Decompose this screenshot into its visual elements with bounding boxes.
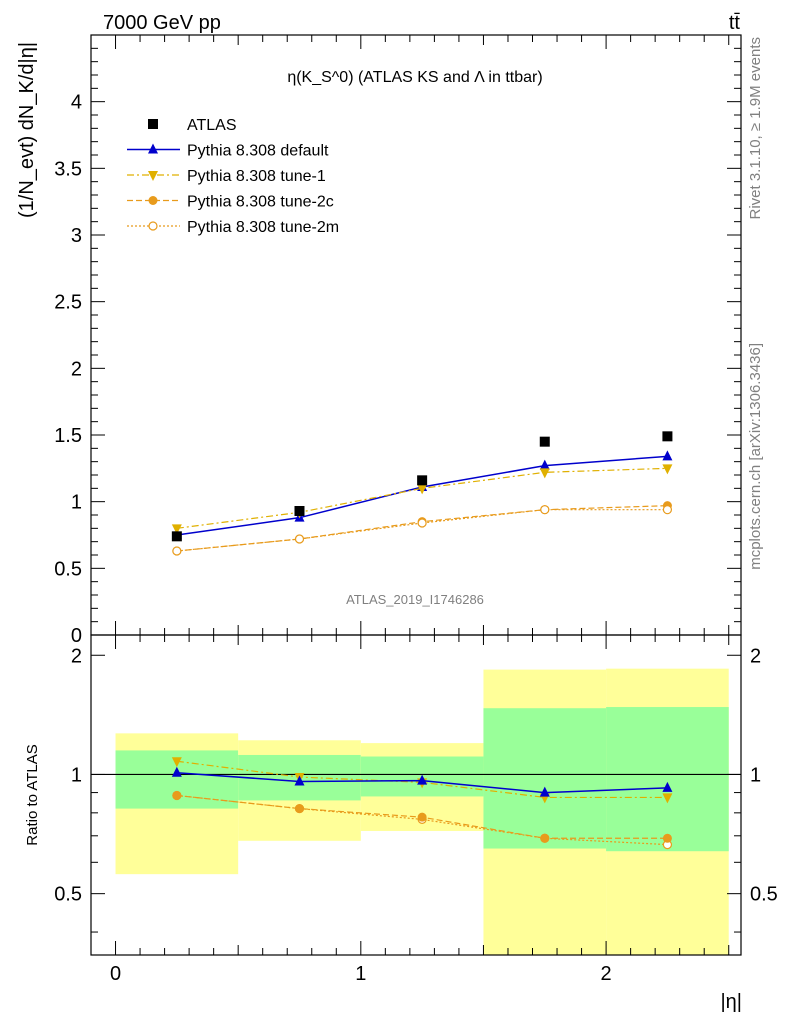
data-point-pythia-8-308-tune-2m	[540, 505, 550, 515]
ratio-point-pythia-8-308-tune-2c	[294, 804, 304, 814]
y-tick-label: 1.5	[54, 425, 82, 447]
rivet-label: Rivet 3.1.10, ≥ 1.9M events	[747, 37, 764, 220]
data-point-pythia-8-308-default	[539, 459, 550, 470]
data-point-pythia-8-308-tune-2m	[417, 518, 427, 528]
data-point-pythia-8-308-tune-2m	[662, 505, 673, 515]
ratio-point-pythia-8-308-tune-1	[171, 757, 182, 768]
data-point-pythia-8-308-tune-1	[417, 484, 428, 495]
main-plot-title: η(K_S^0) (ATLAS KS and Λ in ttbar)	[287, 69, 542, 86]
data-point-atlas	[171, 531, 182, 542]
legend-label-pythia-8-308-tune-2m: Pythia 8.308 tune-2m	[187, 219, 339, 236]
y-tick-label: 3.5	[54, 158, 82, 180]
ratio-point-pythia-8-308-default	[539, 786, 550, 797]
data-point-atlas	[417, 475, 428, 486]
legend: ATLAS Pythia 8.308 default Pythia 8.308 tu…	[127, 117, 339, 236]
ratio-y-tick-label-right: 1	[750, 764, 761, 786]
uncertainty-band-inner	[606, 707, 729, 852]
ratio-point-pythia-8-308-tune-2c	[417, 812, 427, 822]
analysis-watermark: ATLAS_2019_I1746286	[346, 592, 484, 607]
ratio-point-pythia-8-308-tune-1	[662, 793, 673, 804]
data-point-pythia-8-308-tune-2m	[172, 546, 182, 556]
main-plot-panel: 0 0.5 1 1.5 2 2.5 3 3.5 4 η(K_S^0) (ATLAS KS and…	[16, 34, 742, 647]
y-tick-label: 1	[71, 492, 82, 514]
ratio-y-tick-label: 2	[71, 645, 82, 667]
ratio-y-tick-label: 1	[71, 764, 82, 786]
y-tick-label: 0	[71, 625, 82, 647]
main-plot-ylabel: (1/N_evt) dN_K/d|η|	[16, 42, 38, 218]
ratio-point-pythia-8-308-default	[662, 781, 673, 792]
ratio-plot-ylabel: Ratio to ATLAS	[24, 744, 41, 845]
legend-label-pythia-8-308-tune-1: Pythia 8.308 tune-1	[187, 168, 326, 185]
ratio-y-tick-label-right: 2	[750, 645, 761, 667]
legend-label-pythia-8-308-default: Pythia 8.308 default	[187, 143, 329, 160]
y-tick-label: 0.5	[54, 558, 82, 580]
legend-marker-pythia-8-308-tune-2c	[148, 196, 158, 205]
data-point-pythia-8-308-default	[662, 450, 673, 461]
data-point-pythia-8-308-tune-2m	[294, 534, 305, 544]
ratio-point-pythia-8-308-default	[417, 774, 428, 785]
data-point-atlas	[294, 506, 305, 516]
data-point-pythia-8-308-tune-1	[171, 524, 182, 535]
legend-label-pythia-8-308-tune-2c: Pythia 8.308 tune-2c	[187, 194, 334, 211]
legend-marker-pythia-8-308-default	[148, 143, 158, 154]
ratio-plot-panel: 0.5 0.5 1 1 2 2 0 1 2 Ratio to ATLAS |η|	[24, 634, 778, 1013]
ratio-plot-frame	[90, 634, 742, 956]
ratio-point-pythia-8-308-default	[294, 775, 305, 786]
legend-marker-atlas	[148, 119, 158, 129]
mcplots-label: mcplots.cern.ch [arXiv:1306.3436]	[747, 343, 764, 570]
x-tick-label: 1	[355, 963, 366, 985]
x-tick-label: 0	[110, 963, 121, 985]
data-point-atlas	[662, 431, 673, 442]
x-tick-label: 2	[601, 963, 612, 985]
legend-label-atlas: ATLAS	[187, 117, 237, 134]
ratio-point-pythia-8-308-tune-2c	[172, 790, 182, 800]
ratio-point-pythia-8-308-tune-2c	[662, 833, 672, 843]
ratio-y-tick-label: 0.5	[54, 884, 82, 906]
legend-marker-pythia-8-308-tune-2m	[148, 221, 158, 231]
ratio-point-pythia-8-308-default	[171, 766, 182, 777]
y-tick-label: 2.5	[54, 292, 82, 314]
data-point-pythia-8-308-tune-1	[662, 464, 673, 475]
data-point-atlas	[539, 436, 550, 447]
process-label: tt̄	[729, 12, 741, 34]
x-axis-label: |η|	[720, 991, 742, 1013]
energy-label: 7000 GeV pp	[103, 12, 221, 34]
y-tick-label: 3	[71, 225, 82, 247]
series-line-pythia-8-308-tune-2m	[176, 509, 668, 552]
ratio-point-pythia-8-308-tune-2c	[540, 833, 550, 843]
y-tick-label: 2	[71, 358, 82, 380]
y-tick-label: 4	[71, 92, 82, 114]
uncertainty-band-inner	[483, 708, 607, 849]
ratio-y-tick-label-right: 0.5	[750, 884, 778, 906]
data-point-pythia-8-308-tune-1	[539, 468, 550, 479]
legend-marker-pythia-8-308-tune-1	[148, 171, 158, 181]
